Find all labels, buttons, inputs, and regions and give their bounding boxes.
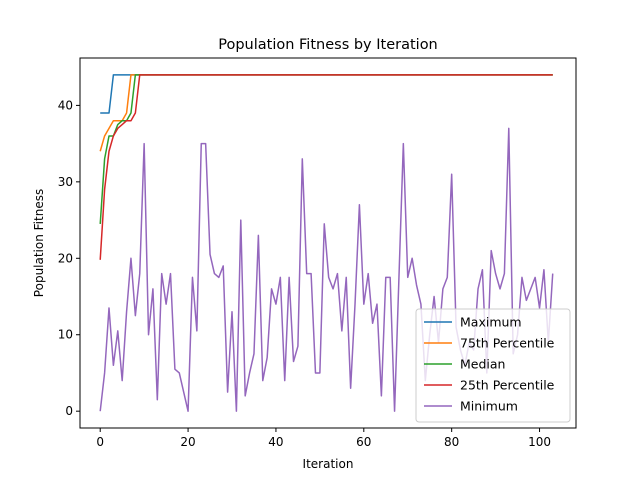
legend-label: 25th Percentile <box>460 378 555 393</box>
series-line-3 <box>99 74 553 260</box>
x-tick-label: 20 <box>180 435 195 449</box>
legend-label: Median <box>460 357 505 372</box>
x-tick-label: 100 <box>528 435 551 449</box>
legend: Maximum 75th Percentile Median 25th Percent… <box>415 308 571 423</box>
plot-frame <box>79 57 577 429</box>
x-tick-label: 0 <box>96 435 104 449</box>
y-tick-label: 20 <box>58 251 73 265</box>
series-layer <box>99 74 554 412</box>
y-tick-label: 0 <box>65 404 73 418</box>
legend-label: Minimum <box>460 399 518 414</box>
series-line-1 <box>99 74 553 152</box>
chart-title: Population Fitness by Iteration <box>218 37 438 53</box>
x-tick-label: 80 <box>444 435 459 449</box>
series-line-4 <box>99 127 554 412</box>
legend-label: Maximum <box>460 315 522 330</box>
x-axis-label: Iteration <box>303 457 354 471</box>
y-tick-label: 40 <box>58 98 73 112</box>
y-axis: 0 10 20 30 40 <box>58 98 80 418</box>
y-tick-label: 10 <box>58 328 73 342</box>
legend-label: 75th Percentile <box>460 336 555 351</box>
y-tick-label: 30 <box>58 175 73 189</box>
x-axis: 0 20 40 60 80 100 <box>96 428 551 449</box>
y-axis-label: Population Fitness <box>32 189 46 297</box>
x-tick-label: 40 <box>268 435 283 449</box>
legend-box <box>415 308 571 423</box>
series-line-2 <box>99 74 553 224</box>
x-tick-label: 60 <box>356 435 371 449</box>
